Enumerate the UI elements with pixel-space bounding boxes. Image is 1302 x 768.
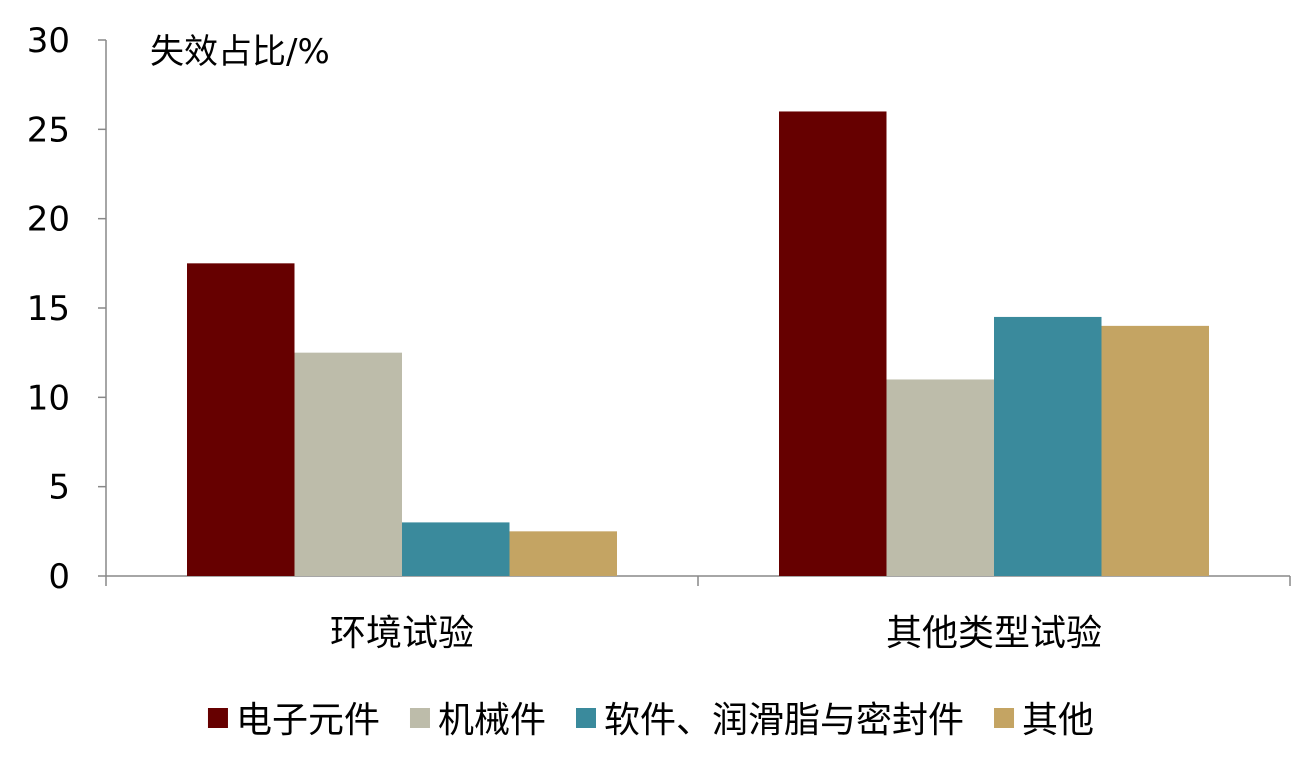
bar (994, 316, 1102, 576)
x-axis (105, 575, 1291, 586)
x-category-label: 其他类型试验 (886, 613, 1102, 654)
bar (402, 522, 510, 576)
y-tick-label: 5 (48, 468, 70, 508)
legend-label: 机械件 (438, 700, 546, 741)
bar (187, 263, 295, 576)
legend-item: 软件、润滑脂与密封件 (576, 700, 964, 741)
legend-swatch (409, 708, 430, 728)
y-tick-label: 0 (48, 557, 70, 597)
y-tick-label: 15 (27, 289, 70, 329)
legend-swatch (994, 708, 1015, 728)
legend-swatch (576, 708, 596, 728)
bar (294, 352, 402, 576)
legend-swatch (207, 708, 228, 728)
y-axis-label: 失效占比/% (150, 32, 330, 72)
legend-label: 电子元件 (236, 700, 380, 741)
bar (1101, 325, 1209, 576)
bar (886, 379, 994, 576)
y-tick-label: 10 (27, 378, 70, 418)
bars (187, 111, 1209, 576)
legend-item: 其他 (994, 700, 1094, 741)
legend-item: 电子元件 (207, 700, 380, 741)
bar (779, 111, 887, 576)
legend-item: 机械件 (409, 700, 546, 741)
y-tick-label: 25 (27, 110, 70, 150)
y-tick-label: 30 (27, 21, 70, 61)
bar (509, 531, 617, 576)
y-axis: 0 5 10 15 20 25 30 (27, 21, 107, 597)
x-category-label: 环境试验 (330, 613, 474, 654)
legend: 电子元件 机械件 软件、润滑脂与密封件 其他 (207, 700, 1094, 741)
y-tick-label: 20 (27, 200, 70, 240)
legend-label: 其他 (1022, 700, 1094, 741)
legend-label: 软件、润滑脂与密封件 (604, 700, 964, 741)
category-labels: 环境试验 其他类型试验 (330, 613, 1102, 654)
